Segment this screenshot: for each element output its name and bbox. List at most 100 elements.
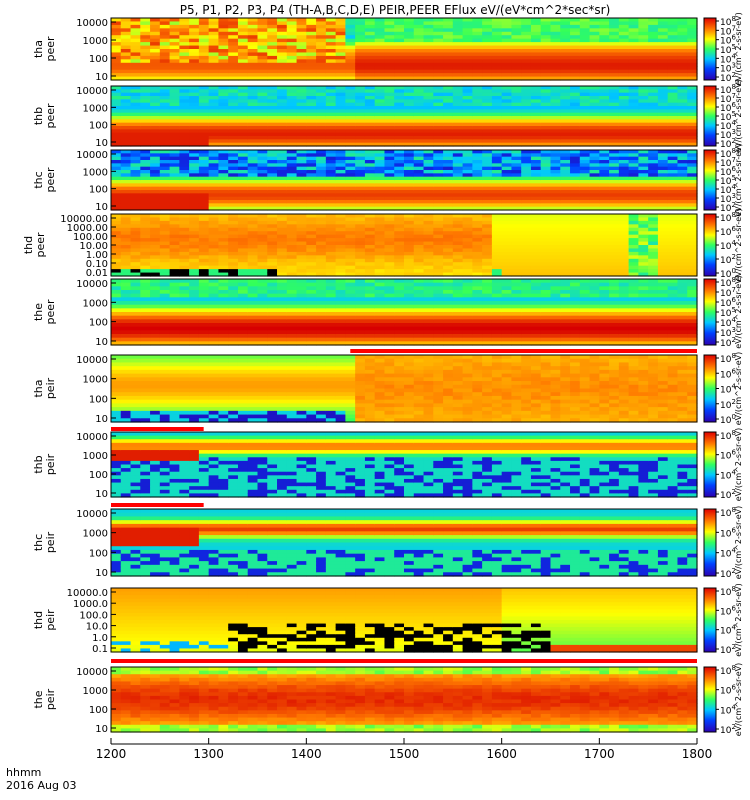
heatmap-cell xyxy=(550,102,561,107)
heatmap-cell xyxy=(198,76,210,81)
heatmap-cell xyxy=(286,42,298,47)
heatmap-cell xyxy=(257,293,268,298)
heatmap-cell xyxy=(286,153,298,158)
heatmap-cell xyxy=(452,200,464,204)
heatmap-cell xyxy=(286,160,298,164)
heatmap-cell xyxy=(609,156,620,161)
heatmap-cell xyxy=(394,308,405,313)
heatmap-cell xyxy=(296,200,307,204)
heatmap-cell xyxy=(550,119,561,124)
heatmap-cell xyxy=(560,255,571,260)
heatmap-cell xyxy=(345,106,356,110)
heatmap-cell xyxy=(296,170,307,174)
heatmap-cell xyxy=(267,234,278,239)
heatmap-cell xyxy=(667,200,679,204)
heatmap-cell xyxy=(628,203,639,208)
heatmap-cell xyxy=(413,119,425,124)
heatmap-cell xyxy=(159,248,171,253)
heatmap-cell xyxy=(560,193,571,198)
heatmap-cell xyxy=(540,31,552,36)
heatmap-cell xyxy=(638,24,649,29)
heatmap-cell xyxy=(657,269,669,274)
heatmap-cell xyxy=(296,251,307,256)
heatmap-cell xyxy=(335,326,346,331)
heatmap-cell xyxy=(189,258,200,263)
heatmap-cell xyxy=(423,106,434,110)
heatmap-cell xyxy=(306,109,317,114)
heatmap-cell xyxy=(560,112,571,117)
heatmap-cell xyxy=(345,86,356,90)
heatmap-cell xyxy=(345,337,356,342)
heatmap-cell xyxy=(570,38,581,43)
heatmap-cell xyxy=(491,153,503,158)
heatmap-cell xyxy=(247,248,259,253)
heatmap-cell xyxy=(394,96,405,100)
heatmap-cell xyxy=(560,190,571,194)
heatmap-cell xyxy=(140,99,151,104)
heatmap-cell xyxy=(609,234,620,239)
heatmap-cell xyxy=(208,183,220,188)
heatmap-cell xyxy=(218,224,229,229)
heatmap-cell xyxy=(589,42,600,47)
heatmap-cell xyxy=(267,224,278,229)
heatmap-cell xyxy=(530,248,542,253)
heatmap-cell xyxy=(335,122,346,127)
heatmap-cell xyxy=(657,45,669,50)
heatmap-cell xyxy=(296,163,307,168)
heatmap-cell xyxy=(316,293,327,298)
heatmap-cell xyxy=(296,262,307,267)
heatmap-cell xyxy=(316,156,327,161)
heatmap-cell xyxy=(228,220,239,225)
heatmap-cell xyxy=(638,38,649,43)
heatmap-cell xyxy=(150,220,161,225)
heatmap-cell xyxy=(159,326,171,331)
heatmap-cell xyxy=(345,206,356,211)
heatmap-cell xyxy=(257,73,268,78)
heatmap-cell xyxy=(286,89,298,94)
heatmap-cell xyxy=(472,186,483,191)
heatmap-cell xyxy=(540,99,552,104)
heatmap-cell xyxy=(443,112,454,117)
heatmap-cell xyxy=(345,279,356,284)
heatmap-cell xyxy=(364,203,376,208)
heatmap-cell xyxy=(394,69,405,74)
heatmap-cell xyxy=(237,166,249,171)
heatmap-cell xyxy=(667,193,679,198)
heatmap-cell xyxy=(208,224,220,229)
heatmap-cell xyxy=(628,99,639,104)
heatmap-cell xyxy=(384,330,395,335)
heatmap-cell xyxy=(579,238,591,243)
heatmap-cell xyxy=(296,102,307,107)
heatmap-cell xyxy=(530,119,542,124)
heatmap-cell xyxy=(257,286,268,291)
heatmap-cell xyxy=(628,45,639,50)
heatmap-cell xyxy=(120,142,132,147)
heatmap-cell xyxy=(335,220,346,225)
heatmap-cell xyxy=(111,301,122,306)
heatmap-cell xyxy=(472,21,483,26)
heatmap-cell xyxy=(394,337,405,342)
heatmap-cell xyxy=(335,129,346,134)
heatmap-cell xyxy=(140,297,151,302)
heatmap-cell xyxy=(130,269,141,274)
heatmap-cell xyxy=(540,76,552,81)
heatmap-cell xyxy=(482,136,493,140)
heatmap-cell xyxy=(413,129,425,134)
heatmap-cell xyxy=(423,132,434,137)
heatmap-cell xyxy=(218,304,229,309)
heatmap-cell xyxy=(433,255,444,260)
heatmap-cell xyxy=(423,24,434,29)
heatmap-cell xyxy=(491,52,503,57)
heatmap-cell xyxy=(570,186,581,191)
heatmap-cell xyxy=(247,116,259,120)
heatmap-cell xyxy=(237,55,249,60)
heatmap-cell xyxy=(335,59,346,64)
heatmap-cell xyxy=(452,28,464,33)
heatmap-cell xyxy=(150,180,161,184)
heatmap-cell xyxy=(521,28,532,33)
heatmap-cell xyxy=(355,290,366,295)
heatmap-cell xyxy=(169,21,180,26)
heatmap-cell xyxy=(511,206,522,211)
heatmap-cell xyxy=(267,73,278,78)
heatmap-cell xyxy=(443,206,454,211)
